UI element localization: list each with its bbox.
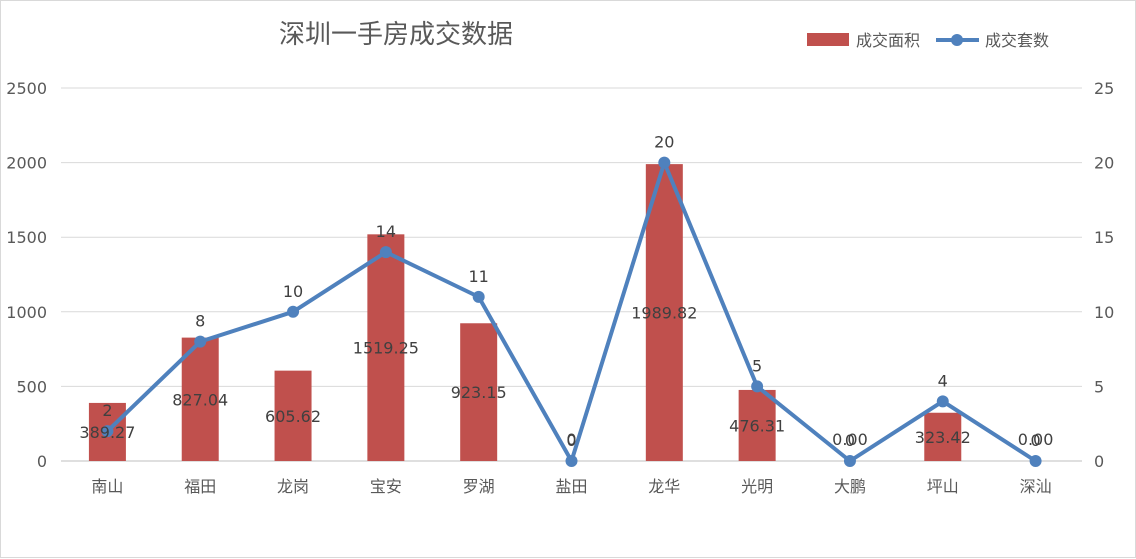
line-point <box>936 395 949 408</box>
bar <box>181 337 219 461</box>
x-category-label: 深汕 <box>1020 477 1052 496</box>
line-point <box>658 156 671 169</box>
y-right-tick-label: 25 <box>1094 79 1114 98</box>
y-right-tick-label: 0 <box>1094 452 1104 471</box>
gridlines <box>61 87 1082 462</box>
line-point <box>379 246 392 259</box>
bar-data-label: 476.31 <box>729 416 785 435</box>
bar <box>738 389 776 461</box>
line-point <box>194 335 207 348</box>
bar-data-label: 1989.82 <box>631 304 697 323</box>
line-data-label: 10 <box>283 282 303 301</box>
line-point <box>1029 455 1042 467</box>
x-category-label: 坪山 <box>927 477 959 496</box>
y-right-tick-label: 15 <box>1094 228 1114 247</box>
line-data-label: 8 <box>195 312 205 331</box>
y-axis-right: 0 5 10 15 20 25 <box>1094 79 1114 471</box>
line-data-label: 4 <box>938 371 948 390</box>
x-category-label: 宝安 <box>370 477 402 496</box>
line-point <box>843 455 856 467</box>
x-category-label: 南山 <box>91 477 123 496</box>
data-labels: 389.27 827.04 605.62 1519.25 923.15 0 1989.82 4… <box>79 133 1053 450</box>
bar <box>460 323 498 461</box>
bar-data-label: 0 <box>566 430 576 449</box>
y-left-tick-label: 1500 <box>6 228 47 247</box>
y-right-tick-label: 20 <box>1094 154 1114 173</box>
chart-title: 深圳一手房成交数据 <box>279 20 513 50</box>
bar <box>274 370 312 461</box>
line-point <box>287 305 300 318</box>
line-data-label: 0 <box>1030 431 1040 450</box>
bar <box>924 412 962 461</box>
x-category-label: 福田 <box>184 477 216 496</box>
x-category-label: 龙岗 <box>277 477 309 496</box>
bar-data-label: 0.00 <box>1018 430 1054 449</box>
bar-data-label: 389.27 <box>79 423 135 442</box>
legend-label-bar: 成交面积 <box>856 31 920 50</box>
y-axis-left: 0 500 1000 1500 2000 2500 <box>6 79 47 471</box>
line-data-label: 2 <box>102 401 112 420</box>
line-data-label: 0 <box>566 431 576 450</box>
line-data-label: 20 <box>654 133 674 152</box>
x-category-label: 龙华 <box>648 477 680 496</box>
x-axis-categories: 南山 福田 龙岗 宝安 罗湖 盐田 龙华 光明 大鹏 坪山 深汕 <box>91 477 1051 496</box>
bar-data-label: 605.62 <box>265 407 321 426</box>
legend-label-line: 成交套数 <box>985 31 1049 50</box>
bar-data-label: 923.15 <box>451 383 507 402</box>
y-left-tick-label: 500 <box>16 377 47 396</box>
legend-swatch-bar <box>807 33 849 46</box>
line-point <box>565 455 578 467</box>
bar-data-label: 1519.25 <box>353 339 419 358</box>
line-data-label: 0 <box>845 431 855 450</box>
x-category-label: 光明 <box>741 477 773 496</box>
x-category-label: 罗湖 <box>463 477 495 496</box>
bar <box>367 234 405 461</box>
y-left-tick-label: 2500 <box>6 79 47 98</box>
y-left-tick-label: 0 <box>37 452 47 471</box>
y-left-tick-label: 2000 <box>6 154 47 173</box>
bar-data-label: 0.00 <box>832 430 868 449</box>
legend-swatch-marker <box>951 34 963 46</box>
bar-data-label: 323.42 <box>915 428 971 447</box>
line-point <box>472 290 485 303</box>
x-category-label: 盐田 <box>555 477 587 496</box>
line-data-label: 5 <box>752 356 762 375</box>
bar-series <box>88 164 962 462</box>
line-data-label: 11 <box>469 267 489 286</box>
y-right-tick-label: 5 <box>1094 377 1104 396</box>
y-right-tick-label: 10 <box>1094 303 1114 322</box>
line-point <box>101 425 114 438</box>
line-data-label: 14 <box>376 222 396 241</box>
legend: 成交面积 成交套数 <box>807 31 1049 50</box>
x-category-label: 大鹏 <box>834 477 866 496</box>
y-left-tick-label: 1000 <box>6 303 47 322</box>
line-series <box>101 156 1042 467</box>
line-point <box>751 380 764 393</box>
bar-data-label: 827.04 <box>172 390 228 409</box>
bar <box>645 164 683 462</box>
